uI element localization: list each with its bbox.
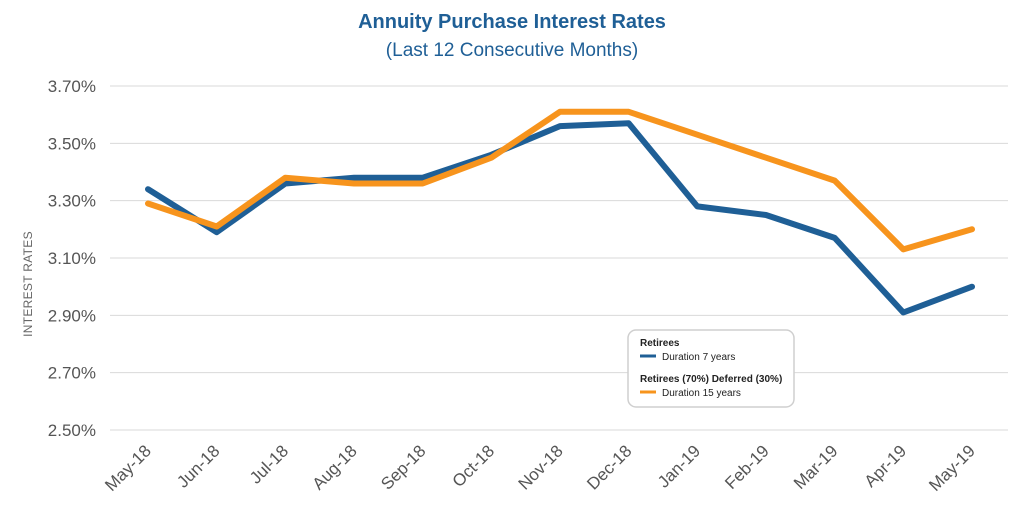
series-line-duration-15 <box>145 108 975 253</box>
y-tick-label: 3.30% <box>48 192 96 211</box>
x-tick-label: Aug-18 <box>309 441 361 493</box>
x-tick-label: Jul-18 <box>246 441 292 487</box>
legend-group-retirees: Retirees <box>640 338 680 349</box>
chart-title: Annuity Purchase Interest Rates <box>358 11 666 33</box>
legend-label-duration-7: Duration 7 years <box>662 352 735 363</box>
legend-label-duration-15: Duration 15 years <box>662 388 741 399</box>
legend-box <box>627 329 795 408</box>
x-tick-label: May-18 <box>101 441 155 495</box>
x-tick-labels: May-18 Jun-18 Jul-18 Aug-18 Sep-18 Oct-18 Nov-… <box>101 441 979 495</box>
series-line-duration-7 <box>145 120 975 316</box>
legend: Retirees Duration 7 years Retirees (70%)… <box>627 329 795 408</box>
y-tick-label: 2.50% <box>48 421 96 440</box>
gridlines <box>110 85 1008 431</box>
y-tick-label: 2.90% <box>48 306 96 325</box>
x-tick-label: Mar-19 <box>790 441 842 493</box>
series-lines <box>145 108 975 316</box>
y-tick-labels: 2.50% 2.70% 2.90% 3.10% 3.30% 3.50% 3.70% <box>48 77 96 440</box>
chart-subtitle: (Last 12 Consecutive Months) <box>386 40 638 61</box>
y-axis-label: INTEREST RATES <box>21 231 35 337</box>
x-tick-label: Oct-18 <box>449 441 499 491</box>
y-tick-label: 3.50% <box>48 134 96 153</box>
x-tick-label: Sep-18 <box>377 441 429 493</box>
x-tick-label: Dec-18 <box>583 441 635 493</box>
x-tick-label: Jan-19 <box>654 441 704 491</box>
y-tick-label: 3.70% <box>48 77 96 96</box>
x-tick-label: May-19 <box>925 441 979 495</box>
legend-group-retirees-deferred: Retirees (70%) Deferred (30%) <box>640 374 782 385</box>
x-tick-label: Apr-19 <box>861 441 911 491</box>
x-tick-label: Feb-19 <box>721 441 773 493</box>
y-tick-label: 3.10% <box>48 249 96 268</box>
y-tick-label: 2.70% <box>48 364 96 383</box>
x-tick-label: Jun-18 <box>173 441 223 491</box>
x-tick-label: Nov-18 <box>515 441 567 493</box>
